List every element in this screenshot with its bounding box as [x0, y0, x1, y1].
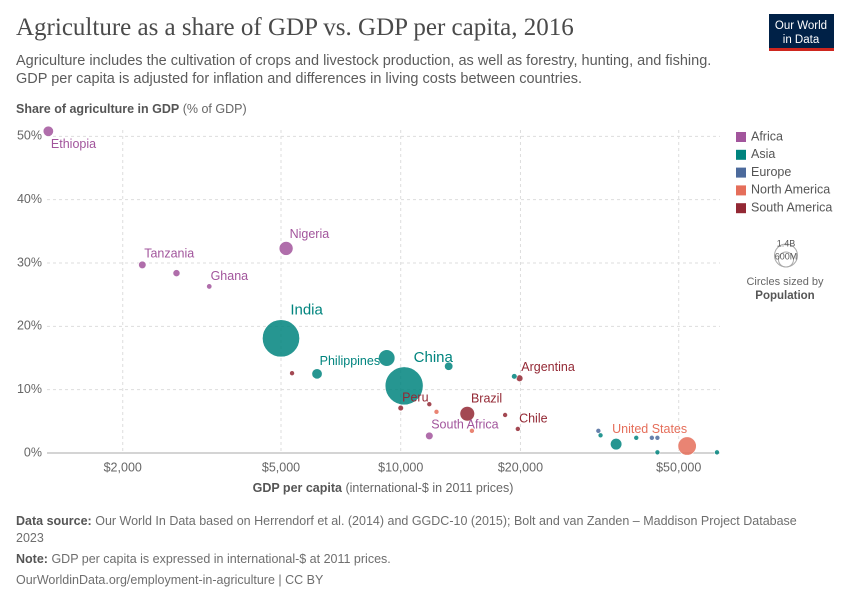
- point-label: Brazil: [471, 392, 502, 406]
- legend-swatch: [736, 167, 746, 178]
- point: [654, 434, 661, 441]
- point: [433, 409, 440, 415]
- y-tick-label: 50%: [17, 129, 42, 143]
- point-label: Tanzania: [144, 246, 194, 260]
- point: [278, 241, 294, 256]
- x-axis-unit: (international-$ in 2011 prices): [345, 481, 513, 495]
- point-label: China: [414, 349, 454, 366]
- legend-swatch: [736, 132, 746, 142]
- point: [502, 412, 508, 418]
- legend-swatch: [736, 149, 746, 160]
- point: [384, 366, 424, 406]
- logo-text: Our World: [775, 20, 827, 32]
- x-axis-title: GDP per capita: [253, 481, 343, 495]
- x-tick-label: $2,000: [104, 460, 142, 474]
- point: [595, 428, 602, 434]
- point: [425, 431, 434, 441]
- url: OurWorldinData.org/employment-in-agricul…: [16, 573, 324, 587]
- legend-label: North America: [751, 183, 830, 197]
- point: [289, 370, 295, 377]
- y-tick-label: 40%: [17, 192, 42, 206]
- note-text: GDP per capita is expressed in internati…: [51, 552, 391, 566]
- logo: [769, 14, 834, 50]
- y-axis-title: Share of agriculture in GDP: [16, 102, 179, 116]
- footer: Data source: Our World In Data based on …: [16, 513, 816, 593]
- point: [42, 125, 54, 137]
- title: Agriculture as a share of GDP vs. GDP pe…: [16, 14, 574, 41]
- point: [515, 426, 521, 432]
- source: Data source: Our World In Data based on …: [16, 513, 816, 547]
- size-legend-label: 1.4B: [777, 238, 796, 248]
- legend-label: Asia: [751, 147, 775, 161]
- legend-swatch: [736, 185, 746, 196]
- point: [597, 432, 604, 439]
- note-label: Note:: [16, 552, 48, 566]
- legend-label: Africa: [751, 129, 783, 143]
- point: [714, 449, 720, 456]
- size-legend-circle: [777, 251, 795, 268]
- chart: Our World in Data Share of agriculture i…: [16, 14, 834, 495]
- point: [459, 406, 475, 422]
- x-tick-label: $50,000: [656, 460, 701, 474]
- x-axis-label: GDP per capita (international-$ in 2011 …: [253, 481, 514, 495]
- point-label: Philippines: [320, 354, 380, 368]
- y-tick-label: 20%: [17, 319, 42, 333]
- legend-label: Europe: [751, 165, 791, 179]
- point-label: India: [290, 302, 323, 319]
- point: [206, 283, 213, 290]
- point: [172, 269, 181, 277]
- point: [426, 401, 433, 408]
- point: [469, 428, 475, 434]
- point-label: Argentina: [521, 360, 575, 374]
- y-tick-label: 0%: [24, 445, 42, 459]
- point: [378, 349, 396, 367]
- size-legend-title: Circles sized by: [746, 276, 824, 288]
- point: [654, 449, 661, 456]
- point-label: Nigeria: [290, 227, 330, 241]
- point: [444, 361, 454, 371]
- size-legend-label: 600M: [775, 251, 798, 261]
- legend-swatch: [736, 203, 746, 214]
- point-label: United States: [612, 422, 687, 436]
- point: [649, 434, 655, 441]
- x-tick-label: $5,000: [262, 460, 300, 474]
- point-label: South Africa: [431, 417, 498, 431]
- y-tick-label: 10%: [17, 382, 42, 396]
- point-label: Peru: [402, 390, 428, 404]
- point: [262, 319, 300, 358]
- logo-text: in Data: [783, 34, 820, 46]
- y-axis-label: Share of agriculture in GDP (% of GDP): [16, 102, 247, 116]
- source-text: Our World In Data based on Herrendorf et…: [16, 514, 797, 545]
- subtitle: Agriculture includes the cultivation of …: [16, 53, 712, 87]
- legend-label: South America: [751, 200, 832, 214]
- point: [311, 368, 323, 380]
- point-label: Ghana: [211, 269, 249, 283]
- source-label: Data source:: [16, 514, 92, 528]
- x-tick-label: $10,000: [378, 460, 423, 474]
- y-axis-unit: (% of GDP): [183, 102, 247, 116]
- point: [138, 260, 147, 269]
- point-label: Ethiopia: [51, 137, 96, 151]
- point: [511, 373, 518, 380]
- logo-bar: [769, 48, 834, 51]
- point: [397, 404, 404, 412]
- note: Note: GDP per capita is expressed in int…: [16, 551, 816, 568]
- point: [677, 436, 697, 456]
- x-tick-label: $20,000: [498, 460, 543, 474]
- point-label: Chile: [519, 412, 548, 426]
- point: [610, 438, 623, 451]
- size-legend-variable: Population: [755, 290, 814, 302]
- point: [633, 434, 640, 441]
- y-tick-label: 30%: [17, 255, 42, 269]
